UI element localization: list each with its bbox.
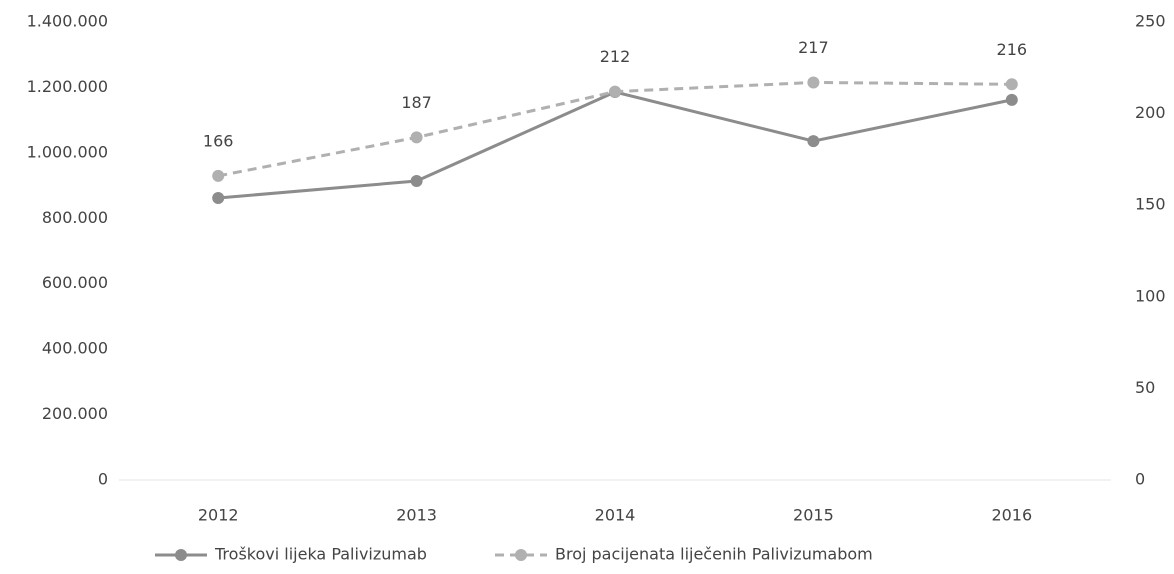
x-tick-label: 2013: [396, 506, 437, 525]
y-tick-label: 800.000: [42, 208, 108, 227]
x-tick-label: 2012: [198, 506, 239, 525]
data-label: 216: [997, 40, 1028, 59]
y2-tick-label: 50: [1135, 378, 1155, 397]
legend-label: Troškovi lijeka Palivizumab: [214, 545, 427, 564]
point: [410, 131, 423, 144]
point: [1005, 93, 1018, 106]
point: [212, 192, 225, 205]
point: [609, 85, 621, 98]
point: [1005, 78, 1018, 91]
y-tick-label: 200.000: [42, 404, 108, 423]
y-tick-label: 0: [98, 470, 108, 489]
x-tick-label: 2015: [793, 506, 834, 525]
legend-marker: [175, 549, 187, 561]
y2-tick-label: 150: [1135, 195, 1166, 214]
y2-tick-label: 100: [1135, 286, 1166, 305]
point: [807, 76, 820, 89]
point: [212, 169, 225, 182]
series-line: [218, 90, 1013, 200]
legend-label: Broj pacijenata liječenih Palivizumabom: [555, 545, 873, 564]
y-tick-label: 1.000.000: [27, 142, 108, 161]
y2-tick-label: 250: [1135, 12, 1166, 31]
point: [807, 135, 820, 148]
y-tick-label: 600.000: [42, 273, 108, 292]
y-tick-label: 400.000: [42, 339, 108, 358]
point: [410, 174, 423, 187]
y2-tick-label: 0: [1135, 470, 1145, 489]
data-label: 217: [798, 38, 829, 57]
y2-tick-label: 200: [1135, 103, 1166, 122]
data-label: 166: [203, 131, 234, 150]
data-label: 187: [401, 93, 432, 112]
legend-marker: [515, 549, 527, 561]
y-tick-label: 1.400.000: [27, 12, 108, 31]
x-tick-label: 2014: [595, 506, 636, 525]
data-label: 212: [600, 47, 631, 66]
x-tick-label: 2016: [991, 506, 1032, 525]
y-tick-label: 1.200.000: [27, 77, 108, 96]
